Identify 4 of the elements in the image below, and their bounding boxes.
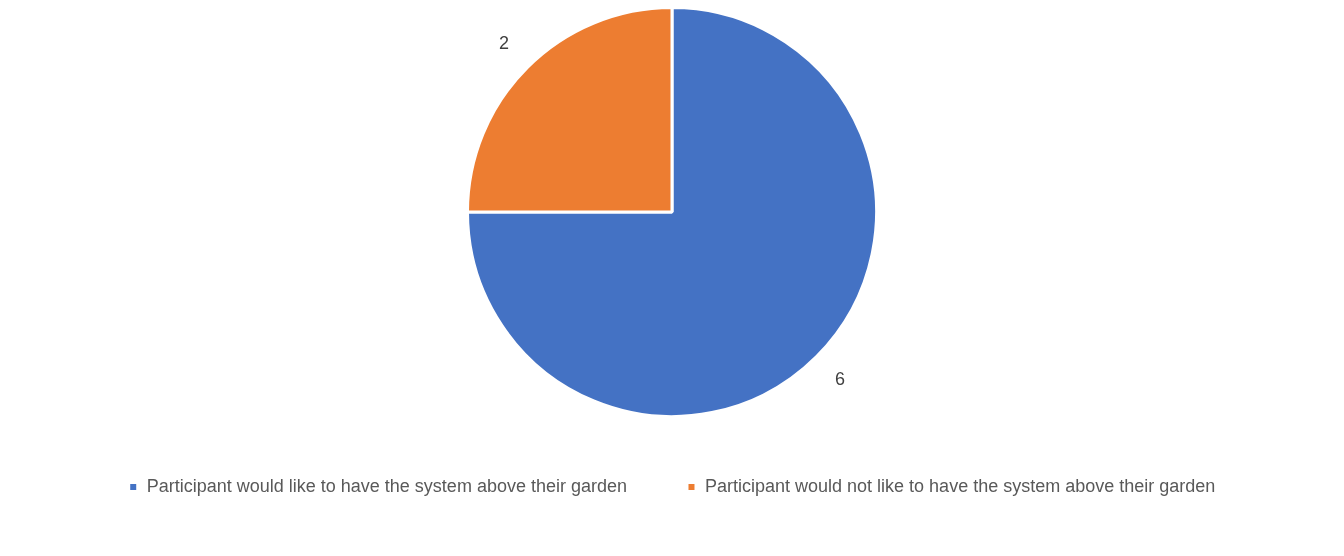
legend-label: Participant would not like to have the system above their garden (704, 475, 1216, 496)
legend-label: Participant would like to have the system above their garden (146, 475, 627, 496)
data-label: 2 (499, 33, 510, 54)
data-label: 6 (834, 368, 845, 389)
